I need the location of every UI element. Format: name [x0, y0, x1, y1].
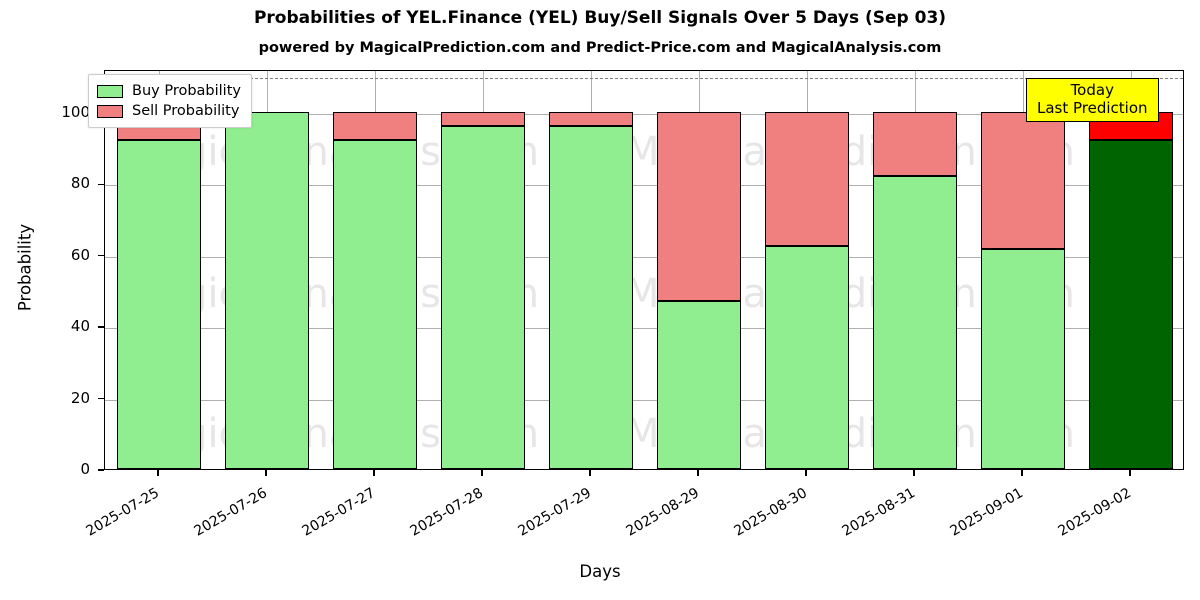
bar-group[interactable]	[332, 71, 418, 469]
bar-segment-buy[interactable]	[764, 245, 850, 469]
bar-group[interactable]	[656, 71, 742, 469]
bar-segment-buy[interactable]	[116, 140, 202, 469]
gridline-horizontal	[105, 185, 1183, 187]
bar-group[interactable]	[1088, 71, 1174, 469]
y-tick-label: 100	[61, 102, 90, 121]
bar-segment-sell[interactable]	[548, 111, 634, 127]
legend-label-sell: Sell Probability	[132, 103, 240, 119]
y-tick-label: 60	[70, 245, 90, 264]
bar-segment-buy[interactable]	[440, 126, 526, 469]
bar-segment-sell[interactable]	[980, 111, 1066, 250]
y-tick-label: 0	[80, 460, 90, 478]
y-tick-label: 80	[70, 174, 90, 193]
chart-legend: Buy Probability Sell Probability	[88, 74, 252, 128]
bar-segment-sell[interactable]	[872, 111, 958, 177]
bar-group[interactable]	[872, 71, 958, 469]
bar-segment-sell[interactable]	[332, 111, 418, 141]
gridline-horizontal	[105, 328, 1183, 330]
y-tick-label: 20	[70, 388, 90, 407]
x-axis-label: Days	[579, 562, 621, 581]
legend-item-buy: Buy Probability	[97, 81, 241, 101]
y-tick-label: 40	[70, 317, 90, 336]
x-tick-mark	[805, 470, 807, 476]
x-tick-mark	[481, 470, 483, 476]
y-tick-mark	[98, 255, 104, 257]
bar-group[interactable]	[980, 71, 1066, 469]
bar-segment-sell[interactable]	[764, 111, 850, 246]
gridline-horizontal	[105, 256, 1183, 258]
bar-group[interactable]	[764, 71, 850, 469]
bar-segment-buy[interactable]	[872, 176, 958, 469]
today-annotation-line2: Last Prediction	[1037, 99, 1148, 117]
gridline-horizontal	[105, 113, 1183, 115]
bar-segment-buy[interactable]	[656, 301, 742, 469]
legend-item-sell: Sell Probability	[97, 101, 241, 121]
bar-group[interactable]	[224, 71, 310, 469]
x-tick-mark	[1129, 470, 1131, 476]
legend-label-buy: Buy Probability	[132, 83, 241, 99]
today-annotation: Today Last Prediction	[1026, 78, 1159, 122]
today-annotation-line1: Today	[1070, 81, 1114, 99]
y-tick-mark	[98, 397, 104, 400]
bar-group[interactable]	[440, 71, 526, 469]
bar-group[interactable]	[548, 71, 634, 469]
bar-group[interactable]	[116, 71, 202, 469]
bar-segment-buy[interactable]	[224, 111, 310, 469]
threshold-line	[105, 78, 1183, 80]
gridline-horizontal	[105, 399, 1183, 401]
plot-inner: MagicalAnalysis.com MagicalPrediction.com…	[105, 71, 1183, 469]
y-tick-mark	[98, 183, 104, 185]
chart-subtitle: powered by MagicalPrediction.com and Pre…	[258, 40, 942, 56]
legend-swatch-buy	[97, 84, 123, 98]
bar-segment-buy[interactable]	[332, 140, 418, 469]
y-tick-mark	[98, 326, 104, 328]
chart-title: Probabilities of YEL.Finance (YEL) Buy/S…	[253, 8, 947, 28]
x-tick-mark	[265, 470, 267, 476]
bar-segment-buy[interactable]	[1088, 140, 1174, 469]
x-tick-mark	[1021, 470, 1023, 476]
y-tick-mark	[98, 469, 104, 471]
x-tick-mark	[589, 470, 591, 476]
x-tick-mark	[373, 470, 375, 476]
x-tick-mark	[157, 470, 159, 476]
x-tick-mark	[913, 470, 915, 476]
bar-segment-sell[interactable]	[656, 111, 742, 302]
x-tick-mark	[697, 470, 699, 476]
y-axis-label: Probability	[15, 223, 35, 312]
legend-swatch-sell	[97, 104, 123, 118]
bar-segment-sell[interactable]	[440, 111, 526, 127]
bar-segment-buy[interactable]	[548, 126, 634, 469]
plot-area: MagicalAnalysis.com MagicalPrediction.com…	[104, 70, 1184, 470]
bar-segment-buy[interactable]	[980, 249, 1066, 469]
